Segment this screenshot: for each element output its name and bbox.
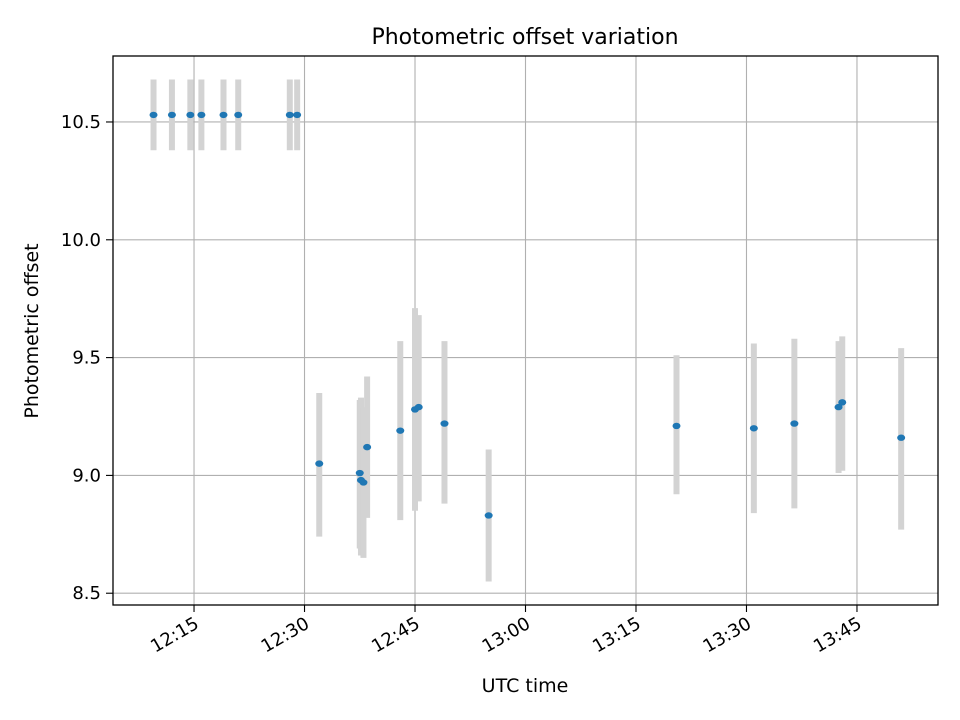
data-points <box>149 111 906 519</box>
data-point <box>672 422 681 430</box>
data-point <box>790 420 799 427</box>
data-point <box>355 469 364 477</box>
data-point <box>396 427 405 434</box>
data-point <box>197 111 206 119</box>
data-point <box>149 111 158 119</box>
data-point <box>834 403 843 411</box>
data-point <box>186 111 195 119</box>
grid-lines <box>113 56 938 605</box>
y-tick-label: 9.5 <box>72 348 101 369</box>
y-axis: 8.5 9.0 9.5 10.0 10.5 <box>61 112 113 604</box>
chart-title: Photometric offset variation <box>371 25 678 50</box>
data-point <box>363 443 372 451</box>
data-point <box>749 425 758 432</box>
data-point <box>293 111 302 119</box>
data-point <box>414 403 423 411</box>
data-point <box>315 460 324 467</box>
data-point <box>219 111 228 119</box>
y-tick-label: 8.5 <box>72 583 101 604</box>
y-tick-label: 10.5 <box>61 112 101 133</box>
data-point <box>838 399 847 406</box>
data-point <box>484 512 493 519</box>
data-point <box>359 479 368 486</box>
y-axis-label: Photometric offset <box>21 243 43 418</box>
y-tick-label: 9.0 <box>72 465 101 486</box>
data-point <box>234 111 243 119</box>
x-axis-label: UTC time <box>482 675 569 697</box>
data-point <box>440 420 449 427</box>
y-tick-label: 10.0 <box>61 230 101 251</box>
data-point <box>285 111 294 119</box>
data-point <box>167 111 176 119</box>
data-point <box>897 434 906 441</box>
